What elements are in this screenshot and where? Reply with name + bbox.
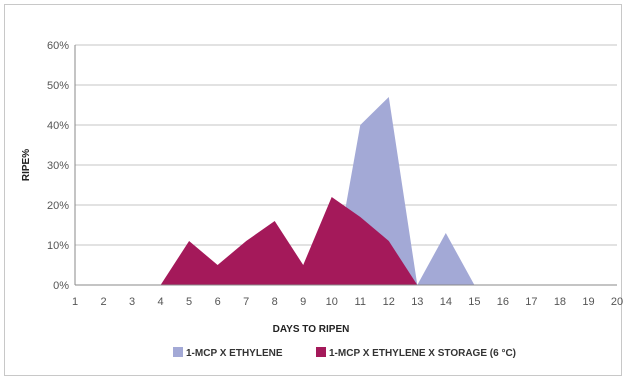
y-tick-labels: 0% 10% 20% 30% 40% 50% 60%: [47, 40, 69, 292]
chart-frame: 0% 10% 20% 30% 40% 50% 60% 1 2 3 4 5 6 7 8 9 10 11 12 13 14…: [4, 4, 623, 376]
legend-swatch-series-2: [316, 347, 326, 357]
x-tick-label: 18: [554, 296, 566, 308]
y-tick-label: 20%: [47, 200, 69, 212]
x-tick-label: 20: [611, 296, 623, 308]
legend-label-series-1: 1-MCP X ETHYLENE: [186, 348, 283, 359]
x-tick-label: 3: [129, 296, 135, 308]
x-tick-label: 2: [100, 296, 106, 308]
y-axis-title: RIPE%: [21, 149, 32, 181]
series-areas: [75, 97, 617, 285]
x-tick-label: 15: [468, 296, 480, 308]
grid-lines: [75, 44, 617, 246]
x-tick-label: 12: [383, 296, 395, 308]
x-tick-label: 9: [300, 296, 306, 308]
x-tick-label: 19: [582, 296, 594, 308]
y-tick-label: 50%: [47, 80, 69, 92]
y-tick-label: 40%: [47, 120, 69, 132]
x-tick-label: 8: [272, 296, 278, 308]
x-tick-label: 14: [440, 296, 452, 308]
legend: 1-MCP X ETHYLENE 1-MCP X ETHYLENE X STOR…: [173, 347, 516, 359]
x-tick-label: 1: [72, 296, 78, 308]
chart-svg: 0%10%20%30%40%50%60% 1 2 3 4 5 6 7 8 9 10 11 12 13 14…: [21, 40, 623, 359]
axes: [74, 45, 617, 286]
legend-swatch-series-1: [173, 347, 183, 357]
x-tick-labels: 1 2 3 4 5 6 7 8 9 10 11 12 13 14 15 16 17 18 19 20: [72, 296, 623, 308]
x-tick-label: 5: [186, 296, 192, 308]
x-tick-label: 17: [525, 296, 537, 308]
y-tick-label: 10%: [47, 240, 69, 252]
y-tick-label: 60%: [47, 40, 69, 52]
y-tick-label: 30%: [47, 160, 69, 172]
y-tick-label: 0%: [53, 280, 69, 292]
x-tick-label: 11: [355, 296, 366, 308]
x-tick-label: 10: [326, 296, 338, 308]
series-area-2: [75, 197, 617, 285]
x-axis-title: DAYS TO RIPEN: [273, 324, 350, 335]
legend-label-series-2: 1-MCP X ETHYLENE X STORAGE (6 °C): [329, 348, 516, 359]
x-tick-label: 6: [215, 296, 221, 308]
x-tick-label: 13: [411, 296, 423, 308]
x-tick-label: 16: [497, 296, 509, 308]
x-tick-label: 7: [243, 296, 249, 308]
x-tick-label: 4: [158, 296, 164, 308]
